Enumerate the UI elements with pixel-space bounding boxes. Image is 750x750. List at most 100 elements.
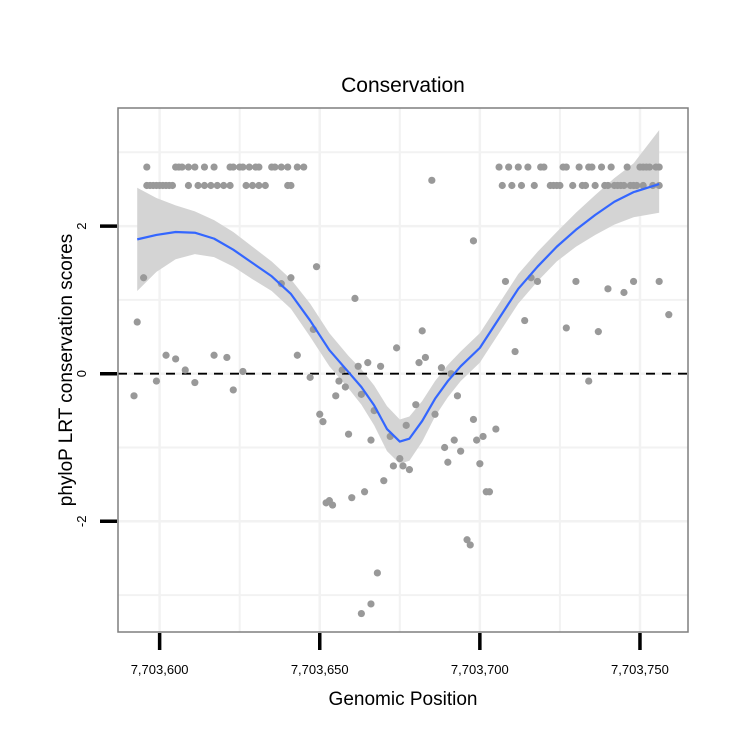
score-point (277, 163, 285, 171)
score-point (418, 327, 426, 335)
y-tick-label: -2 (74, 516, 89, 528)
score-point (248, 181, 257, 190)
score-point (399, 462, 407, 470)
score-point (184, 181, 193, 190)
score-point (376, 362, 385, 370)
score-point (226, 181, 234, 190)
score-point (328, 501, 337, 509)
score-point (312, 263, 321, 271)
score-point (585, 377, 593, 385)
score-point (364, 359, 372, 367)
chart-title: Conservation (341, 74, 465, 97)
score-point (450, 436, 458, 444)
score-point (255, 163, 263, 171)
score-point (594, 328, 602, 336)
score-point (604, 181, 612, 190)
score-point (271, 163, 279, 171)
score-point (655, 277, 663, 286)
score-point (639, 181, 647, 190)
score-point (293, 163, 301, 171)
score-point (287, 274, 295, 282)
axes: 7,703,600 7,703,650 7,703,700 7,703,750 -2 0 2 (74, 222, 669, 677)
score-points-layer (130, 163, 673, 618)
score-point (287, 181, 295, 190)
score-point (396, 454, 404, 463)
score-point (210, 351, 218, 359)
score-point (341, 383, 349, 391)
score-point (380, 477, 388, 485)
score-point (521, 316, 529, 325)
score-point (261, 181, 269, 190)
score-point (591, 181, 599, 190)
score-point (306, 373, 314, 381)
score-point (300, 163, 308, 171)
score-point (181, 366, 189, 374)
score-point (441, 443, 449, 452)
score-point (556, 181, 564, 190)
score-point (178, 163, 186, 171)
score-point (348, 494, 356, 502)
score-point (540, 163, 548, 171)
score-point (665, 311, 673, 319)
score-point (293, 351, 301, 359)
score-point (428, 176, 436, 184)
score-point (508, 181, 516, 190)
score-point (367, 436, 375, 444)
score-point (357, 609, 365, 618)
score-point (533, 277, 542, 286)
score-point (620, 181, 628, 190)
score-point (245, 163, 253, 171)
score-point (514, 163, 522, 171)
score-point (191, 163, 199, 171)
score-point (223, 353, 231, 362)
score-point (344, 430, 353, 438)
score-point (284, 163, 292, 171)
score-point (492, 425, 500, 433)
score-point (332, 392, 340, 400)
score-point (485, 488, 494, 496)
smoothed-fit-line (136, 182, 660, 443)
score-point (152, 377, 161, 385)
score-point (453, 392, 462, 400)
score-point (191, 378, 199, 387)
score-point (437, 364, 446, 372)
x-tick-label: 7,703,750 (611, 662, 669, 677)
score-point (367, 600, 375, 608)
score-point (620, 288, 628, 297)
x-tick-label: 7,703,700 (451, 662, 509, 677)
score-point (633, 181, 641, 190)
score-point (405, 466, 414, 474)
score-point (505, 163, 513, 171)
x-tick-label: 7,703,600 (131, 662, 189, 677)
y-tick-label: 0 (74, 370, 89, 377)
score-point (239, 163, 247, 171)
y-tick-label: 2 (74, 222, 89, 229)
score-point (581, 181, 590, 190)
x-axis-label: Genomic Position (329, 689, 478, 710)
score-point (210, 163, 218, 171)
smoothed-fit-layer (136, 182, 660, 443)
score-point (335, 377, 343, 385)
score-point (172, 355, 180, 363)
score-point (597, 163, 606, 171)
score-point (469, 415, 478, 424)
score-point (466, 541, 474, 549)
score-point (604, 285, 612, 293)
score-point (168, 181, 177, 190)
score-point (575, 163, 583, 171)
score-point (463, 536, 471, 544)
score-point (473, 436, 481, 444)
score-point (629, 277, 638, 286)
score-point (373, 569, 381, 577)
score-point (498, 181, 506, 190)
score-point (242, 181, 250, 190)
score-point (655, 163, 663, 171)
score-point (569, 181, 577, 190)
score-point (511, 347, 519, 356)
score-point (623, 163, 631, 171)
score-point (469, 237, 478, 245)
score-point (562, 163, 570, 171)
score-point (229, 386, 237, 394)
score-point (220, 181, 228, 190)
score-point (213, 181, 221, 190)
